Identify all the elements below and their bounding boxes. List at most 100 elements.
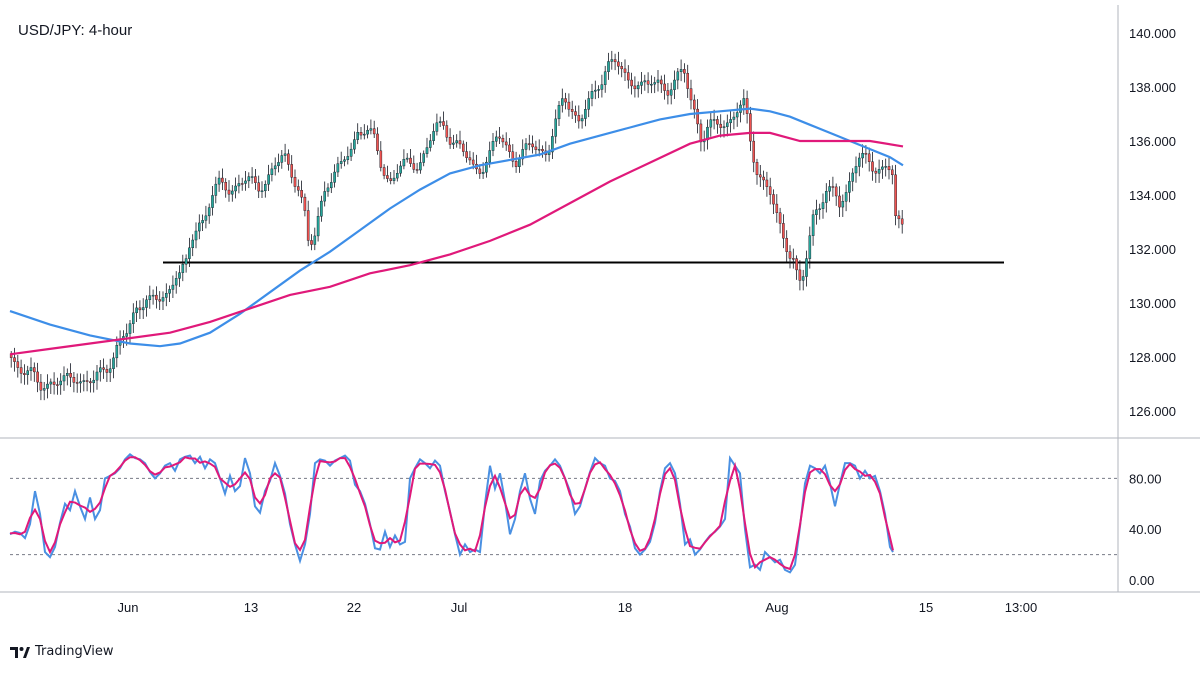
candle-body (851, 172, 854, 182)
candle-body (712, 119, 716, 121)
candle (646, 72, 650, 94)
candle (844, 184, 848, 212)
candle-body (478, 168, 482, 174)
candle (330, 173, 333, 194)
candle-body (518, 158, 521, 167)
candle-body (508, 144, 511, 152)
candle (867, 147, 871, 172)
candle-body (825, 191, 828, 203)
candle (821, 193, 825, 219)
candle-body (429, 140, 432, 148)
candle-body (257, 182, 261, 192)
candle-body (465, 151, 468, 158)
candle-body (537, 149, 541, 151)
candle (841, 194, 845, 217)
candle (306, 200, 310, 247)
candle (105, 364, 109, 383)
candle (336, 156, 340, 178)
chart-title: USD/JPY: 4-hour (18, 22, 132, 39)
candle-body (204, 215, 208, 221)
tradingview-logo-icon (10, 646, 30, 658)
candle-body (617, 61, 620, 67)
candle (547, 144, 551, 162)
candle (891, 165, 894, 185)
candle-body (280, 155, 284, 163)
candle (75, 373, 79, 393)
candle-body (79, 381, 82, 384)
candle (422, 150, 426, 167)
candle-body (415, 169, 419, 171)
candle (765, 171, 769, 197)
stochastic-axis: 80.00 40.00 0.00 (1129, 471, 1162, 588)
candle-body (462, 143, 465, 152)
candle-body (663, 83, 666, 91)
candle-body (85, 380, 89, 382)
candle-body (442, 121, 445, 126)
candle (815, 199, 818, 225)
price-tick-label: 136.000 (1129, 134, 1176, 149)
candle-body (564, 98, 567, 103)
candle (452, 134, 455, 149)
candle-body (376, 133, 379, 152)
candle (349, 142, 353, 162)
candle-body (19, 367, 23, 374)
candle (462, 140, 465, 157)
candle (485, 156, 488, 178)
candle-body (254, 176, 257, 183)
candle-body (346, 156, 350, 160)
candle-body (214, 183, 218, 196)
stochastic-tick-label: 80.00 (1129, 471, 1162, 486)
candle (211, 185, 214, 216)
candle-body (438, 121, 442, 124)
candle-body (838, 195, 841, 208)
candle-body (597, 89, 600, 91)
tradingview-footer[interactable]: TradingView (10, 644, 114, 659)
candle (465, 141, 468, 163)
candle (164, 283, 168, 307)
candle (448, 128, 452, 149)
candle-body (867, 153, 871, 162)
candle (16, 355, 20, 378)
candle-body (164, 293, 168, 298)
candle-body (521, 149, 524, 160)
price-tick-label: 130.000 (1129, 296, 1176, 311)
candle-body (425, 147, 429, 154)
candle (46, 374, 49, 399)
candle-body (112, 357, 115, 369)
candle (788, 245, 792, 269)
candle-body (567, 101, 571, 110)
candle-body (171, 284, 175, 290)
candle (95, 365, 99, 390)
candle-body (841, 201, 845, 208)
candle (112, 352, 115, 379)
candle-body (306, 210, 310, 241)
candle-body (65, 373, 69, 376)
candle-body (858, 157, 861, 167)
candle (580, 114, 584, 129)
candle-body (366, 129, 369, 135)
candle (716, 115, 719, 134)
candle-body (405, 157, 409, 160)
candle-body (386, 175, 389, 179)
candle (834, 183, 838, 206)
candle (138, 300, 142, 320)
candle-body (452, 142, 455, 145)
candle-body (33, 367, 36, 373)
candle (468, 150, 472, 165)
candle (587, 91, 590, 118)
candle (108, 358, 112, 382)
candle (854, 156, 858, 183)
candle (158, 291, 162, 310)
candle (511, 144, 515, 168)
candle-body (422, 153, 426, 163)
candle-body (389, 178, 393, 181)
candle-body (844, 192, 848, 202)
candle-body (666, 90, 670, 96)
candle (795, 255, 798, 280)
candle-body (49, 381, 53, 385)
candle (23, 364, 26, 385)
candle (534, 140, 538, 157)
candle-body (188, 247, 191, 259)
candle (33, 362, 36, 382)
candle (412, 155, 416, 173)
